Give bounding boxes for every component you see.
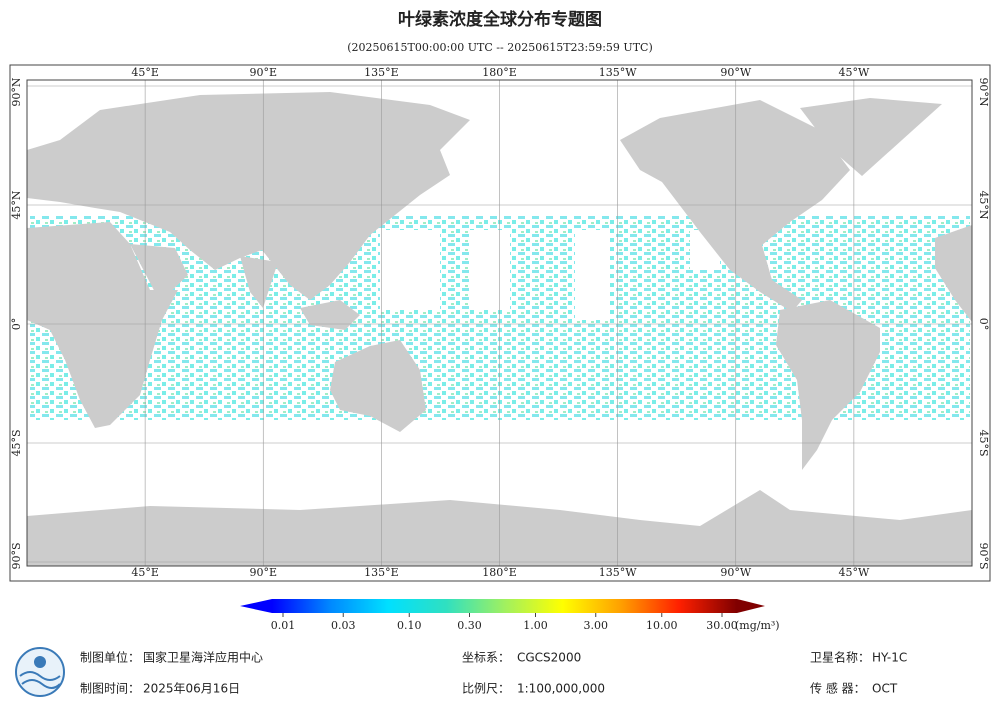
outer-frame bbox=[9, 64, 991, 582]
lat-label-right: 0° bbox=[977, 318, 990, 331]
lon-label-top: 135°E bbox=[364, 66, 399, 79]
graticule bbox=[27, 80, 972, 566]
colorbar-tick-label: 10.00 bbox=[646, 619, 678, 632]
colorbar-unit: (mg/m³) bbox=[735, 619, 780, 632]
footer-unit-label: 制图单位： bbox=[80, 650, 140, 665]
colorbar-tick-label: 0.10 bbox=[397, 619, 422, 632]
colorbar-tick-label: 0.03 bbox=[331, 619, 356, 632]
lon-label-bottom: 90°W bbox=[720, 566, 751, 579]
footer-crs-value: CGCS2000 bbox=[517, 651, 581, 665]
map-frame bbox=[26, 79, 973, 567]
lon-label-bottom: 135°W bbox=[599, 566, 637, 579]
lon-label-top: 45°E bbox=[131, 66, 159, 79]
lon-label-bottom: 180°E bbox=[482, 566, 517, 579]
footer-time-value: 2025年06月16日 bbox=[143, 682, 240, 696]
colorbar-tick-label: 1.00 bbox=[523, 619, 548, 632]
lat-label-left: 90°S bbox=[10, 542, 23, 569]
lon-label-bottom: 135°E bbox=[364, 566, 399, 579]
lon-label-top: 135°W bbox=[599, 66, 637, 79]
lat-label-right: 45°S bbox=[977, 429, 990, 456]
logo bbox=[15, 647, 65, 697]
lat-label-left: 90°N bbox=[10, 77, 23, 106]
lon-label-top: 90°E bbox=[249, 66, 277, 79]
footer-unit-value: 国家卫星海洋应用中心 bbox=[143, 650, 263, 665]
colorbar-tick-label: 0.01 bbox=[271, 619, 296, 632]
colorbar: (mg/m³) 0.01 0.03 0.10 0.30 1.00 3.00 10.00 30.… bbox=[240, 599, 780, 632]
colorbar-tick-label: 3.00 bbox=[583, 619, 608, 632]
subtitle: (20250615T00:00:00 UTC -- 20250615T23:59… bbox=[347, 41, 653, 54]
lon-label-top: 180°E bbox=[482, 66, 517, 79]
footer-satellite-value: HY-1C bbox=[872, 651, 907, 665]
colorbar-gradient bbox=[272, 599, 737, 613]
lat-label-left: 45°N bbox=[10, 190, 23, 219]
footer-sensor-value: OCT bbox=[872, 682, 898, 696]
colorbar-high-arrow bbox=[737, 599, 765, 613]
colorbar-tick-label: 30.00 bbox=[706, 619, 738, 632]
footer-sensor-label: 传 感 器： bbox=[810, 681, 866, 696]
title: 叶绿素浓度全球分布专题图 bbox=[398, 9, 602, 30]
footer-satellite-label: 卫星名称： bbox=[810, 650, 870, 665]
lat-label-right: 45°N bbox=[977, 190, 990, 219]
footer-time-label: 制图时间： bbox=[80, 682, 140, 696]
colorbar-tick-label: 0.30 bbox=[457, 619, 482, 632]
colorbar-low-arrow bbox=[240, 599, 272, 613]
footer-scale-label: 比例尺： bbox=[462, 682, 510, 696]
footer-scale-value: 1:100,000,000 bbox=[517, 682, 605, 696]
lat-label-right: 90°N bbox=[977, 77, 990, 106]
footer-crs-label: 坐标系： bbox=[462, 651, 510, 665]
lon-label-top: 45°W bbox=[838, 66, 869, 79]
lat-label-right: 90°S bbox=[977, 542, 990, 569]
lon-label-bottom: 90°E bbox=[249, 566, 277, 579]
lat-label-left: 45°S bbox=[10, 429, 23, 456]
lon-label-bottom: 45°W bbox=[838, 566, 869, 579]
lon-label-top: 90°W bbox=[720, 66, 751, 79]
lat-label-left: 0° bbox=[10, 318, 23, 331]
lon-label-bottom: 45°E bbox=[131, 566, 159, 579]
